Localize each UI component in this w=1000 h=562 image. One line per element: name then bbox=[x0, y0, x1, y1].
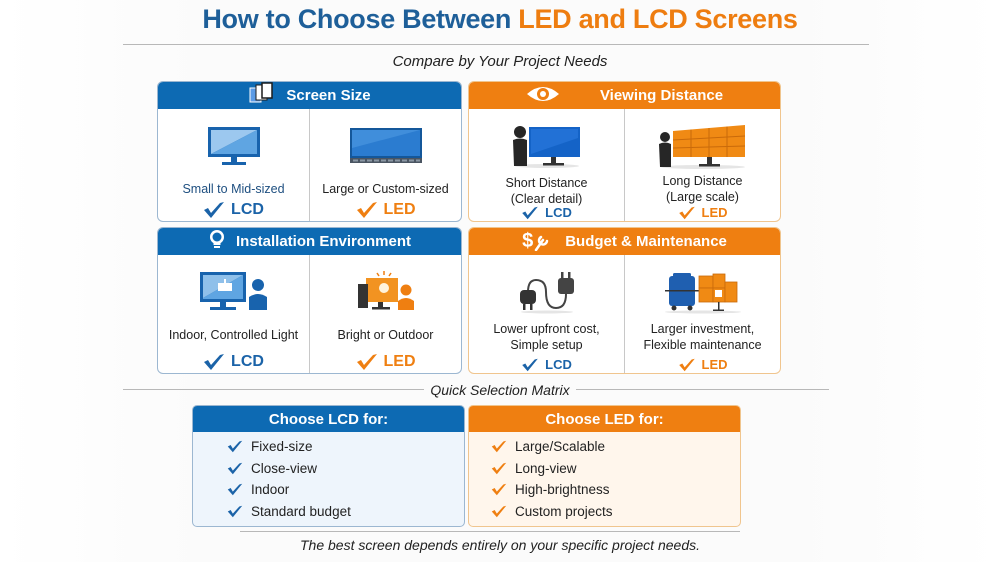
subtitle: Compare by Your Project Needs bbox=[392, 53, 608, 70]
checkmark-icon bbox=[356, 202, 377, 218]
verdict-lcd: LCD bbox=[469, 357, 624, 372]
list-item: Custom projects bbox=[491, 501, 740, 523]
option-indoor: Indoor, Controlled Light LCD bbox=[158, 255, 309, 373]
card-header-viewing-distance: Viewing Distance bbox=[469, 82, 780, 109]
title-part-2: LED and LCD Screens bbox=[518, 4, 798, 34]
option-large-custom: Large or Custom-sized LED bbox=[309, 109, 461, 221]
choose-lcd-list: Fixed-size Close-view Indoor Standard bu… bbox=[193, 432, 464, 522]
option-lower-cost: Lower upfront cost, Simple setup LCD bbox=[469, 255, 624, 373]
verdict-lcd: LCD bbox=[158, 353, 309, 371]
choose-lcd-header: Choose LCD for: bbox=[193, 406, 464, 432]
option-desc: Lower upfront cost, Simple setup bbox=[493, 322, 600, 352]
monitor-icon bbox=[206, 121, 262, 171]
choose-led-box: Choose LED for: Large/Scalable Long-view… bbox=[468, 405, 741, 527]
choose-led-header: Choose LED for: bbox=[469, 406, 740, 432]
outdoor-sun-person-icon bbox=[354, 267, 418, 317]
checkmark-icon bbox=[227, 483, 243, 496]
person-videowall-icon bbox=[657, 121, 749, 171]
page-title: How to Choose Between LED and LCD Screen… bbox=[0, 4, 1000, 35]
option-long-distance: Long Distance (Large scale) LED bbox=[624, 109, 780, 221]
checkmark-icon bbox=[204, 202, 225, 218]
checkmark-icon bbox=[491, 505, 507, 518]
option-small-mid: Small to Mid-sized LCD bbox=[158, 109, 309, 221]
person-monitor-icon bbox=[511, 121, 583, 171]
list-item: Close-view bbox=[227, 458, 464, 480]
card-title: Installation Environment bbox=[235, 233, 412, 250]
option-desc: Small to Mid-sized bbox=[182, 182, 285, 196]
checkmark-icon bbox=[491, 483, 507, 496]
list-item: Long-view bbox=[491, 458, 740, 480]
checkmark-icon bbox=[227, 462, 243, 475]
footer-divider bbox=[240, 531, 740, 532]
power-plug-icon bbox=[516, 267, 578, 317]
card-title: Screen Size bbox=[286, 87, 371, 104]
checkmark-icon bbox=[678, 358, 695, 371]
verdict-led: LED bbox=[310, 353, 461, 371]
card-title: Budget & Maintenance bbox=[565, 233, 727, 250]
verdict-led: LED bbox=[625, 357, 780, 372]
screens-icon bbox=[248, 82, 276, 110]
card-header-budget-maintenance: $ Budget & Maintenance bbox=[469, 228, 780, 255]
choose-lcd-box: Choose LCD for: Fixed-size Close-view In… bbox=[192, 405, 465, 527]
card-header-screen-size: Screen Size bbox=[158, 82, 461, 109]
list-item: Standard budget bbox=[227, 501, 464, 523]
option-outdoor: Bright or Outdoor LED bbox=[309, 255, 461, 373]
option-larger-investment: Larger investment, Flexible maintenance … bbox=[624, 255, 780, 373]
checkmark-icon bbox=[204, 354, 225, 370]
card-screen-size: Screen Size Small to Mid-sized LCD bbox=[157, 81, 462, 222]
choose-led-list: Large/Scalable Long-view High-brightness… bbox=[469, 432, 740, 522]
checkmark-icon bbox=[227, 505, 243, 518]
checkmark-icon bbox=[227, 440, 243, 453]
option-desc: Short Distance (Clear detail) bbox=[505, 176, 588, 206]
verdict-lcd: LCD bbox=[469, 205, 624, 220]
option-desc: Large or Custom-sized bbox=[322, 182, 449, 196]
option-desc: Larger investment, Flexible maintenance bbox=[643, 322, 762, 352]
option-short-distance: Short Distance (Clear detail) LCD bbox=[469, 109, 624, 221]
verdict-led: LED bbox=[310, 201, 461, 219]
indoor-monitor-person-icon bbox=[198, 267, 270, 317]
checkmark-icon bbox=[491, 440, 507, 453]
card-budget-maintenance: $ Budget & Maintenance Lower upfront cos… bbox=[468, 227, 781, 374]
verdict-lcd: LCD bbox=[158, 201, 309, 219]
title-part-1: How to Choose Between bbox=[202, 4, 519, 34]
title-divider bbox=[123, 44, 869, 45]
list-item: Large/Scalable bbox=[491, 436, 740, 458]
option-desc: Long Distance (Large scale) bbox=[662, 174, 743, 204]
card-header-installation-environment: Installation Environment bbox=[158, 228, 461, 255]
checkmark-icon bbox=[522, 358, 538, 371]
footer-note: The best screen depends entirely on your… bbox=[299, 537, 700, 553]
lightbulb-icon bbox=[208, 229, 226, 255]
list-item: High-brightness bbox=[491, 479, 740, 501]
dollar-wrench-icon: $ bbox=[522, 230, 549, 253]
card-installation-environment: Installation Environment Indoor, Control… bbox=[157, 227, 462, 374]
eye-icon bbox=[526, 84, 560, 108]
card-viewing-distance: Viewing Distance Short Distance (Clear d… bbox=[468, 81, 781, 222]
checkmark-icon bbox=[491, 462, 507, 475]
option-desc: Bright or Outdoor bbox=[337, 328, 434, 342]
checkmark-icon bbox=[522, 206, 538, 219]
modular-cabinets-icon bbox=[663, 267, 743, 317]
verdict-led: LED bbox=[625, 205, 780, 220]
list-item: Indoor bbox=[227, 479, 464, 501]
option-desc: Indoor, Controlled Light bbox=[168, 328, 299, 342]
checkmark-icon bbox=[356, 354, 377, 370]
wide-display-icon bbox=[349, 121, 423, 171]
checkmark-icon bbox=[678, 206, 695, 219]
matrix-label: Quick Selection Matrix bbox=[0, 382, 1000, 398]
card-title: Viewing Distance bbox=[599, 87, 724, 104]
list-item: Fixed-size bbox=[227, 436, 464, 458]
